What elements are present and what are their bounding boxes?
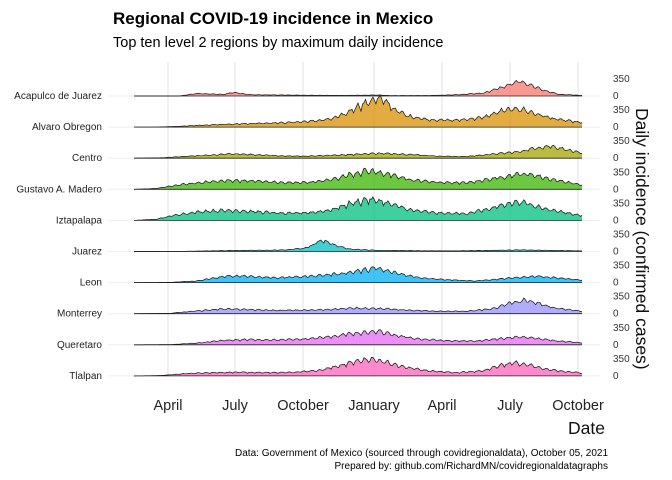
series-centro [134, 144, 583, 159]
series-area-3 [134, 168, 582, 190]
y-tick-350-row-6: 350 [613, 261, 630, 272]
y-tick-350-row-4: 350 [613, 198, 630, 209]
x-tick-label-0: April [153, 398, 182, 414]
y-tick-350-row-5: 350 [613, 230, 630, 241]
chart-title: Regional COVID-19 incidence in Mexico [113, 9, 434, 28]
x-axis-title: Date [568, 418, 605, 438]
series-line-5 [134, 239, 583, 252]
y-tick-350-row-0: 350 [613, 74, 630, 85]
x-tick-label-2: October [277, 398, 329, 414]
chart-subtitle: Top ten level 2 regions by maximum daily… [113, 35, 444, 51]
region-label-2: Centro [72, 153, 102, 164]
series-alvaro-obregon [134, 94, 583, 128]
y-tick-0-row-6: 0 [613, 278, 619, 289]
y-tick-0-row-8: 0 [613, 340, 619, 351]
series-juarez [134, 239, 583, 252]
series-iztapalapa [133, 196, 583, 221]
series-line-1 [134, 94, 583, 128]
series-area-2 [134, 145, 582, 159]
y-tick-0-row-5: 0 [613, 247, 619, 258]
region-label-4: Iztapalapa [56, 215, 103, 226]
series-area-0 [134, 80, 582, 96]
data-source-caption: Data: Government of Mexico (sourced thro… [235, 448, 608, 459]
y-tick-350-row-7: 350 [613, 292, 630, 303]
x-tick-label-5: July [497, 398, 524, 414]
x-tick-label-4: April [427, 398, 456, 414]
region-label-1: Alvaro Obregon [32, 122, 102, 133]
prepared-by-caption: Prepared by: github.com/RichardMN/covidr… [334, 461, 608, 472]
series-line-0 [134, 80, 583, 97]
y-tick-350-row-3: 350 [613, 167, 630, 178]
series-line-2 [134, 144, 583, 159]
y-tick-0-row-1: 0 [613, 122, 619, 133]
series-line-3 [133, 167, 583, 190]
series-gustavo-a-madero [133, 167, 583, 190]
region-label-0: Acapulco de Juarez [14, 91, 102, 102]
series-area-7 [134, 298, 582, 314]
region-label-5: Juarez [72, 247, 102, 258]
region-label-6: Leon [80, 278, 102, 289]
y-tick-350-row-2: 350 [613, 136, 630, 147]
series-area-1 [134, 95, 582, 128]
y-tick-350-row-8: 350 [613, 323, 630, 334]
y-tick-350-row-1: 350 [613, 105, 630, 116]
series-area-8 [134, 329, 582, 345]
y-tick-350-row-9: 350 [613, 354, 630, 365]
region-label-8: Queretaro [57, 340, 102, 351]
series-acapulco-de-juarez [134, 80, 583, 97]
y-tick-0-row-9: 0 [613, 371, 619, 382]
series-queretaro [134, 329, 582, 346]
region-label-3: Gustavo A. Madero [16, 184, 102, 195]
y-axis-title: Daily incidence (confirmed cases) [632, 108, 652, 370]
y-tick-0-row-7: 0 [613, 309, 619, 320]
series-line-8 [134, 329, 582, 346]
series-leon [134, 266, 583, 284]
series-area-6 [134, 266, 582, 283]
y-tick-0-row-3: 0 [613, 184, 619, 195]
series-monterrey [134, 297, 583, 315]
series-line-4 [133, 196, 583, 221]
x-tick-label-3: January [348, 398, 400, 414]
x-tick-label-6: October [552, 398, 604, 414]
y-tick-0-row-2: 0 [613, 153, 619, 164]
series-line-6 [134, 266, 583, 283]
series-area-4 [134, 196, 582, 221]
region-label-7: Monterrey [57, 309, 102, 320]
series-tlalpan [134, 357, 583, 377]
y-tick-0-row-0: 0 [613, 91, 619, 102]
region-label-9: Tlalpan [69, 371, 102, 382]
x-tick-label-1: July [222, 398, 249, 414]
y-tick-0-row-4: 0 [613, 215, 619, 226]
series-line-7 [134, 297, 583, 315]
series-line-9 [134, 357, 583, 377]
